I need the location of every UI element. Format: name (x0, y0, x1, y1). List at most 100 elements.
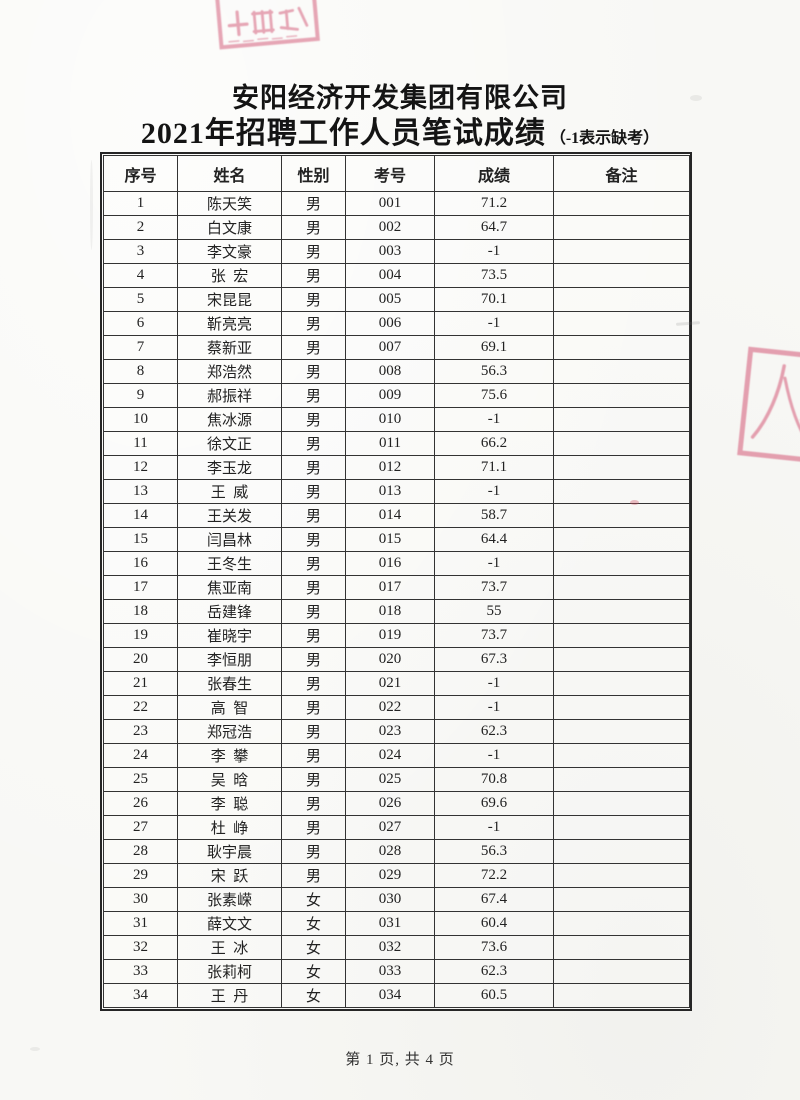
cell-name: 王 冰 (177, 935, 282, 960)
cell-score: -1 (434, 743, 554, 768)
cell-gender: 女 (281, 887, 346, 912)
cell-index: 4 (103, 263, 178, 288)
cell-gender: 女 (281, 959, 346, 984)
cell-gender: 男 (281, 455, 346, 480)
cell-score: 60.5 (434, 983, 554, 1008)
cell-name: 闫昌林 (177, 527, 282, 552)
table-row: 23 郑冠浩男 023 62.3 (103, 719, 690, 744)
page-number: 第 1 页, 共 4 页 (345, 1052, 455, 1068)
cell-remark (553, 935, 690, 960)
table-row: 10 焦冰源男 010 -1 (103, 407, 690, 432)
cell-remark (553, 983, 690, 1008)
cell-exam-number: 002 (345, 215, 435, 240)
cell-exam-number: 017 (345, 575, 435, 600)
cell-exam-number: 029 (345, 863, 435, 888)
cell-name: 高 智 (177, 695, 282, 720)
cell-score: -1 (434, 671, 554, 696)
cell-name: 耿宇晨 (177, 839, 282, 864)
red-stamp-right-icon (734, 344, 800, 468)
cell-name: 王 威 (177, 479, 282, 504)
cell-gender: 女 (281, 983, 346, 1008)
table-row: 15 闫昌林男 015 64.4 (103, 527, 690, 552)
cell-exam-number: 005 (345, 287, 435, 312)
cell-score: -1 (434, 479, 554, 504)
cell-exam-number: 011 (345, 431, 435, 456)
cell-name: 郑浩然 (177, 359, 282, 384)
red-stamp-top-icon (200, 0, 335, 54)
cell-name: 张 宏 (177, 263, 282, 288)
table-row: 24 李 攀男 024 -1 (103, 743, 690, 768)
cell-name: 焦亚南 (177, 575, 282, 600)
column-header: 考号 (345, 155, 435, 192)
cell-score: -1 (434, 551, 554, 576)
table-row: 13 王 威男 013 -1 (103, 479, 690, 504)
cell-index: 13 (103, 479, 178, 504)
cell-remark (553, 815, 690, 840)
cell-index: 25 (103, 767, 178, 792)
cell-name: 陈天笑 (177, 191, 282, 216)
cell-score: 64.7 (434, 215, 554, 240)
cell-remark (553, 431, 690, 456)
cell-score: 62.3 (434, 719, 554, 744)
cell-exam-number: 001 (345, 191, 435, 216)
cell-index: 16 (103, 551, 178, 576)
cell-score: 71.1 (434, 455, 554, 480)
cell-remark (553, 383, 690, 408)
cell-name: 张春生 (177, 671, 282, 696)
cell-remark (553, 911, 690, 936)
cell-exam-number: 033 (345, 959, 435, 984)
cell-exam-number: 007 (345, 335, 435, 360)
cell-exam-number: 025 (345, 767, 435, 792)
cell-exam-number: 006 (345, 311, 435, 336)
cell-index: 17 (103, 575, 178, 600)
cell-index: 18 (103, 599, 178, 624)
cell-name: 王关发 (177, 503, 282, 528)
cell-gender: 男 (281, 263, 346, 288)
cell-exam-number: 021 (345, 671, 435, 696)
cell-index: 7 (103, 335, 178, 360)
column-header: 序号 (103, 155, 178, 192)
cell-score: 67.3 (434, 647, 554, 672)
cell-gender: 男 (281, 527, 346, 552)
scan-smudge (90, 160, 93, 250)
cell-gender: 男 (281, 407, 346, 432)
cell-index: 8 (103, 359, 178, 384)
cell-name: 王 丹 (177, 983, 282, 1008)
cell-exam-number: 015 (345, 527, 435, 552)
cell-name: 白文康 (177, 215, 282, 240)
cell-gender: 男 (281, 767, 346, 792)
cell-remark (553, 887, 690, 912)
cell-name: 郑冠浩 (177, 719, 282, 744)
cell-exam-number: 018 (345, 599, 435, 624)
cell-index: 31 (103, 911, 178, 936)
table-row: 6 靳亮亮男 006 -1 (103, 311, 690, 336)
cell-score: 70.1 (434, 287, 554, 312)
cell-name: 张莉柯 (177, 959, 282, 984)
cell-index: 26 (103, 791, 178, 816)
cell-name: 杜 峥 (177, 815, 282, 840)
cell-remark (553, 839, 690, 864)
cell-score: 71.2 (434, 191, 554, 216)
cell-gender: 男 (281, 551, 346, 576)
scan-smudge (30, 1047, 40, 1051)
cell-score: 73.7 (434, 623, 554, 648)
cell-exam-number: 027 (345, 815, 435, 840)
cell-exam-number: 009 (345, 383, 435, 408)
table-row: 29 宋 跃男 029 72.2 (103, 863, 690, 888)
cell-index: 10 (103, 407, 178, 432)
table-row: 5 宋昆昆男 005 70.1 (103, 287, 690, 312)
cell-remark (553, 599, 690, 624)
cell-score: -1 (434, 407, 554, 432)
cell-exam-number: 030 (345, 887, 435, 912)
cell-gender: 男 (281, 431, 346, 456)
cell-score: 70.8 (434, 767, 554, 792)
cell-name: 岳建锋 (177, 599, 282, 624)
cell-index: 33 (103, 959, 178, 984)
table-row: 2 白文康男 002 64.7 (103, 215, 690, 240)
cell-name: 吴 晗 (177, 767, 282, 792)
cell-name: 李恒朋 (177, 647, 282, 672)
cell-exam-number: 026 (345, 791, 435, 816)
cell-index: 5 (103, 287, 178, 312)
cell-index: 28 (103, 839, 178, 864)
